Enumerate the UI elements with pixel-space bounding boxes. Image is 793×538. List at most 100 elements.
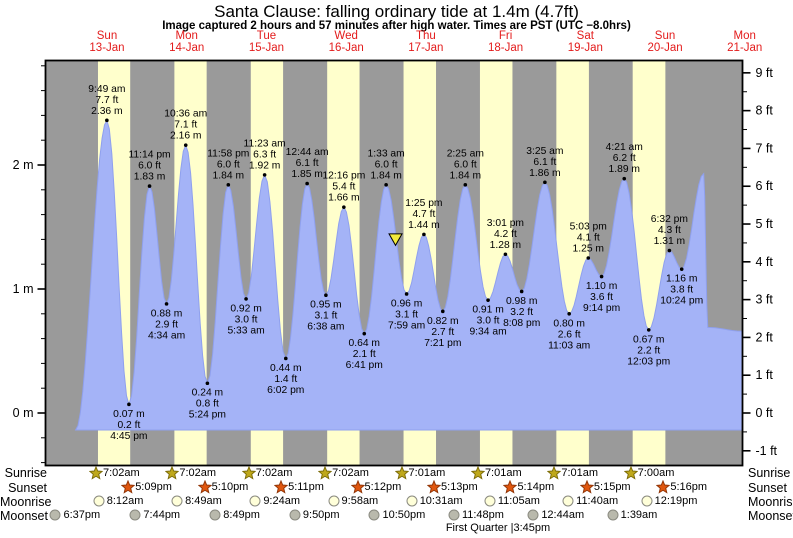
low-tide-annotation: 0.64 m 2.1 ft 6:41 pm (346, 338, 383, 371)
moonrise-time: 9:24am (263, 495, 301, 507)
low-tide-annotation: 0.67 m 2.2 ft 12:03 pm (627, 334, 670, 367)
tide-extremum-dot (679, 267, 684, 271)
sunrise-star (241, 465, 257, 485)
astro-row-label-sunrise-left: Sunrise (4, 466, 47, 480)
tide-extremum-dot (244, 297, 248, 301)
sunrise-time: 7:02am (102, 466, 140, 479)
moonset-circle (49, 508, 61, 526)
high-tide-annotation: 11:58 pm 6.0 ft 1.84 m (207, 148, 249, 181)
sunrise-star (317, 465, 333, 485)
moonrise-circle (641, 494, 653, 512)
moon-phase-note: First Quarter |3:45pm (445, 522, 551, 534)
moonrise-circle (406, 494, 418, 512)
day-date: 20-Jan (647, 42, 683, 54)
low-tide-annotation: 0.24 m 0.8 ft 5:24 pm (189, 388, 226, 421)
moonset-time: 8:49pm (223, 509, 260, 521)
day-label: Sun 13-Jan (89, 30, 124, 54)
tide-area-curve (74, 119, 743, 431)
high-tide-annotation: 9:49 am 7.7 ft 2.36 m (88, 84, 125, 117)
tide-extremum-dot (463, 183, 468, 187)
tide-extremum-dot (183, 143, 188, 147)
sunset-star (197, 479, 212, 499)
sunset-star (120, 479, 136, 499)
moonrise-time: 11:40am (576, 495, 619, 507)
tide-extremum-dot (305, 181, 309, 186)
sunrise-time: 7:02am (179, 466, 217, 479)
sunrise-star (394, 465, 409, 485)
moonset-circle (527, 508, 539, 526)
sunset-time: 5:16pm (670, 481, 708, 493)
right-axis-label: 9 ft (756, 66, 774, 80)
day-label: Mon 21-Jan (727, 30, 762, 54)
high-tide-annotation: 11:23 am 6.3 ft 1.92 m (244, 138, 286, 171)
day-date: 15-Jan (248, 42, 285, 54)
astro-row-label-moonrise-left: Moonrise (0, 494, 52, 509)
sunset-time: 5:12pm (364, 481, 402, 493)
low-tide-annotation: 1.16 m 3.8 ft 10:24 pm (660, 274, 703, 307)
sunset-star (350, 479, 365, 499)
sunset-time: 5:15pm (593, 481, 631, 493)
right-axis-label: 5 ft (756, 217, 774, 231)
high-tide-annotation: 1:25 pm 4.7 ft 1.44 m (405, 198, 442, 231)
day-weekday: Sun (96, 30, 118, 42)
moonrise-time: 12:19pm (654, 495, 698, 507)
right-axis-label: 6 ft (756, 179, 774, 193)
day-weekday: Sat (576, 30, 594, 42)
moonset-time: 11:48pm (461, 509, 504, 521)
moonset-time: 7:44pm (143, 509, 181, 521)
sunset-star (426, 479, 442, 499)
moonrise-circle (562, 494, 574, 512)
day-label: Thu 17-Jan (408, 30, 443, 54)
sunrise-time: 7:02am (255, 466, 293, 479)
moonrise-circle (93, 494, 105, 512)
tide-extremum-dot (646, 328, 651, 332)
day-date: 13-Jan (89, 42, 125, 54)
moonrise-circle (328, 494, 340, 512)
sunset-time: 5:10pm (211, 481, 249, 493)
high-tide-annotation: 3:25 am 6.1 ft 1.86 m (526, 146, 563, 179)
moonset-circle (129, 508, 141, 526)
moonrise-time: 9:58am (341, 495, 379, 507)
tide-extremum-dot (384, 183, 388, 187)
plot-frame (44, 59, 744, 467)
tide-extremum-dot (362, 331, 367, 336)
sunrise-time: 7:02am (332, 466, 369, 479)
moonrise-time: 10:31am (419, 495, 463, 507)
current-tide-marker-icon (388, 233, 403, 247)
day-label: Wed 16-Jan (329, 30, 364, 54)
right-axis-label: 3 ft (756, 293, 774, 307)
day-weekday: Mon (733, 30, 756, 42)
right-axis-label: 8 ft (756, 104, 774, 118)
day-weekday: Fri (498, 30, 513, 42)
high-tide-annotation: 5:03 pm 4.1 ft 1.25 m (570, 222, 607, 255)
high-tide-annotation: 12:16 pm 5.4 ft 1.66 m (322, 171, 365, 204)
astro-row-label-moonset-left: Moonset (0, 508, 48, 523)
day-weekday: Thu (415, 30, 436, 42)
sunset-star (503, 479, 518, 499)
day-weekday: Sun (654, 30, 676, 42)
sunrise-star (88, 465, 104, 485)
high-tide-annotation: 2:25 am 6.0 ft 1.84 m (447, 148, 484, 181)
day-label: Sun 20-Jan (647, 30, 682, 54)
right-axis-label: 0 ft (756, 406, 774, 420)
day-weekday: Tue (256, 30, 277, 42)
sunrise-star (470, 465, 486, 485)
sunset-star (579, 479, 595, 499)
tide-extremum-dot (205, 381, 210, 386)
sunrise-time: 7:01am (484, 466, 522, 479)
day-label: Tue 15-Jan (249, 30, 284, 54)
day-label: Sat 19-Jan (568, 30, 603, 54)
astro-row-label-sunset-right: Sunset (748, 480, 787, 495)
moonset-circle (289, 508, 301, 526)
day-weekday: Wed (334, 30, 358, 42)
low-tide-annotation: 0.82 m 2.7 ft 7:21 pm (424, 316, 461, 349)
low-tide-annotation: 0.92 m 3.0 ft 5:33 am (227, 303, 264, 336)
moonset-time: 1:39am (620, 509, 658, 521)
tide-extremum-dot (586, 256, 591, 260)
sunset-time: 5:11pm (288, 481, 324, 493)
moonset-circle (368, 508, 380, 526)
tide-extremum-dot (164, 302, 169, 306)
day-label: Mon 14-Jan (169, 30, 204, 54)
sunrise-time: 7:01am (561, 466, 599, 479)
